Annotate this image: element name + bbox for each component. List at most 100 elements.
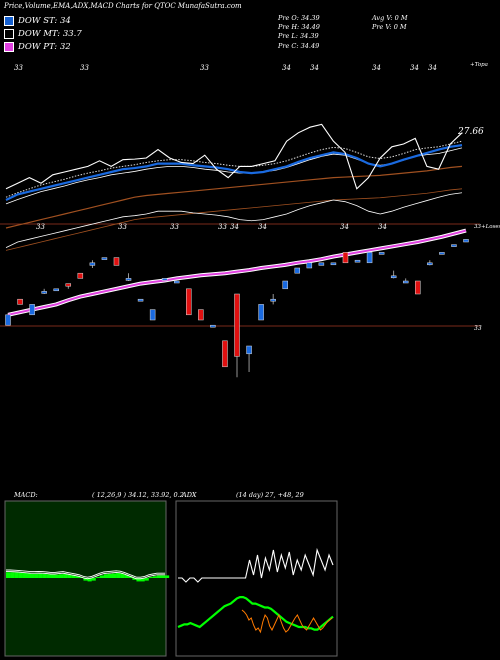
macd-bar-16 — [71, 575, 76, 578]
upper-brown-line — [5, 165, 463, 229]
macd-bar-6 — [30, 573, 35, 578]
candle-body-5 — [65, 283, 72, 287]
upper-price-lines — [5, 123, 463, 251]
macd-bar-14 — [63, 573, 68, 578]
candle-body-25 — [306, 262, 313, 269]
mid-tick-label-2: 33 — [170, 223, 179, 231]
candle-body-20 — [246, 345, 252, 355]
legend-label-mt: DOW MT: 33.7 — [18, 28, 82, 39]
legend-row-mt: DOW MT: 33.7 — [4, 27, 82, 40]
candle-body-30 — [366, 252, 373, 264]
candle-body-35 — [427, 262, 433, 266]
candle-body-15 — [186, 288, 192, 316]
mid-tick-label-6: 34 — [340, 223, 349, 231]
macd-bar-38 — [160, 575, 166, 578]
right-label-last: 27.66 — [457, 127, 484, 137]
upper-dotted-line — [5, 140, 463, 198]
top-tick-label-0: 33 — [14, 64, 23, 72]
legend-row-st: DOW ST: 34 — [4, 14, 82, 27]
candle-body-21 — [258, 304, 264, 321]
top-tick-label-2: 33 — [200, 64, 209, 72]
macd-bar-24 — [103, 574, 109, 578]
legend-label-pt: DOW PT: 32 — [18, 41, 71, 52]
candle-body-12 — [149, 309, 156, 321]
candle-body-8 — [101, 257, 108, 260]
lower-brown-band — [5, 188, 463, 251]
macd-bar-21 — [91, 578, 96, 581]
macd-bar-33 — [140, 578, 145, 582]
pre-volume: Pre V: 0 M — [372, 23, 407, 32]
macd-bar-29 — [124, 574, 129, 578]
macd-bar-1 — [10, 572, 15, 578]
legend-swatch-st — [4, 15, 14, 26]
candle-body-23 — [282, 280, 288, 290]
macd-bar-23 — [99, 575, 104, 578]
macd-bar-5 — [26, 573, 31, 578]
candle-body-14 — [173, 280, 180, 284]
candle-body-28 — [342, 252, 349, 264]
candle-body-32 — [390, 275, 397, 279]
mid-tick-label-3: 33 — [218, 223, 227, 231]
mid-tick-label-5: 34 — [258, 223, 267, 231]
lower-white-band — [5, 192, 463, 248]
macd-bar-20 — [87, 578, 92, 582]
adx-white-line — [178, 547, 334, 583]
macd-bar-4 — [22, 573, 27, 578]
candle-body-13 — [161, 278, 168, 281]
macd-bar-26 — [112, 573, 117, 578]
adx-label: ADX — [182, 491, 197, 499]
candle-body-11 — [137, 298, 144, 302]
macd-panel — [4, 500, 170, 657]
macd-bar-7 — [34, 573, 39, 578]
macd-bar-13 — [59, 574, 64, 578]
candle-body-10 — [125, 278, 132, 281]
legend-swatch-pt — [4, 41, 14, 52]
candle-body-18 — [222, 340, 228, 368]
right-label-mid: 33+Loses — [474, 224, 500, 230]
macd-bar-11 — [50, 574, 56, 578]
macd-signal-line — [6, 571, 165, 580]
macd-bar-30 — [128, 576, 133, 578]
macd-bar-17 — [75, 576, 80, 578]
adx-green-line — [177, 595, 334, 631]
candle-body-9 — [113, 257, 120, 266]
macd-bar-0 — [6, 572, 11, 578]
candle-body-37 — [451, 244, 457, 247]
macd-bar-27 — [116, 573, 121, 578]
candle-body-29 — [354, 259, 361, 263]
macd-bar-9 — [42, 573, 47, 578]
candle-body-2 — [29, 304, 35, 316]
legend-swatch-mt — [4, 28, 14, 39]
legend-row-pt: DOW PT: 32 — [4, 40, 82, 53]
macd-bar-10 — [46, 574, 51, 578]
macd-bar-19 — [83, 578, 88, 581]
adx-orange-line — [241, 609, 333, 634]
candle-body-22 — [270, 298, 276, 302]
candle-body-1 — [17, 298, 23, 305]
pre-low: Pre L: 34.39 — [278, 32, 319, 41]
candle-body-33 — [402, 280, 409, 284]
candle-body-24 — [294, 267, 301, 274]
adx-panel — [175, 500, 338, 657]
avg-volume: Avg V: 0 M — [372, 14, 408, 22]
right-label-low: 33 — [474, 325, 482, 332]
candle-body-0 — [5, 314, 11, 326]
ema-line — [7, 228, 467, 317]
macd-bar-28 — [120, 573, 125, 578]
macd-bar-22 — [95, 577, 100, 578]
mid-tick-label-1: 33 — [118, 223, 127, 231]
macd-bar-15 — [67, 574, 72, 578]
candle-body-26 — [318, 262, 325, 266]
legend-label-st: DOW ST: 34 — [18, 15, 71, 26]
candle-body-34 — [415, 280, 421, 295]
mid-tick-label-7: 34 — [378, 223, 387, 231]
adx-params: (14 day) 27, +48, 29 — [236, 491, 304, 499]
ema-pink-line — [7, 229, 467, 316]
mid-tick-label-4: 34 — [230, 223, 239, 231]
volume-info: Avg V: 0 M Pre V: 0 M — [372, 14, 407, 32]
candle-body-19 — [234, 293, 240, 357]
upper-blue-line — [5, 144, 463, 201]
chart-title: Price,Volume,EMA,ADX,MACD Charts for QTO… — [4, 2, 242, 10]
